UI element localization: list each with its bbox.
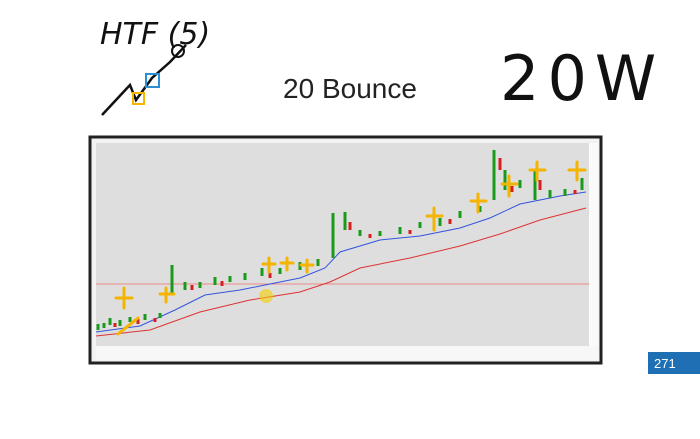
ma-red <box>95 207 587 337</box>
ma-blue <box>95 191 587 333</box>
htf-box-yellow <box>132 92 145 105</box>
candles-up <box>96 150 584 330</box>
page-badge <box>648 352 700 374</box>
chart-axis <box>589 143 598 346</box>
hand-marks <box>114 160 587 336</box>
htf-note: HTF (5) <box>100 17 210 52</box>
chart-date-axis <box>96 346 598 360</box>
slide-title: 20 Bounce <box>283 73 417 104</box>
cursor-highlight <box>259 289 273 303</box>
note-20w: 20W <box>500 42 664 115</box>
chart-plot <box>96 143 589 346</box>
htf-sketch <box>101 44 187 116</box>
candles-down <box>113 158 577 327</box>
htf-box-blue <box>145 73 160 88</box>
chart-screenshot <box>88 135 603 365</box>
htf-circle <box>171 44 185 58</box>
page-number: 271 <box>654 356 676 371</box>
